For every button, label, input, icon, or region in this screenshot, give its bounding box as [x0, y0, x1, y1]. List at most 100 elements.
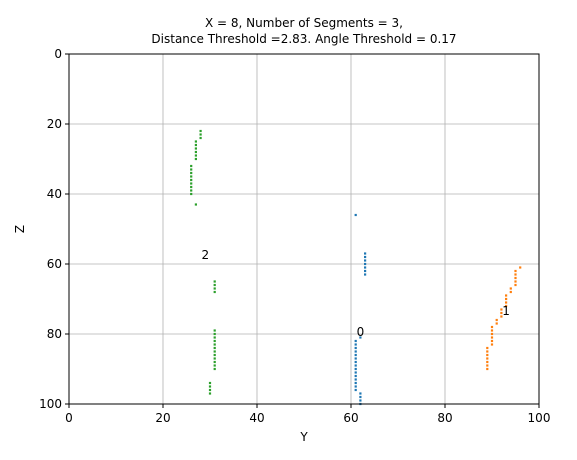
x-tick-label: 80 [437, 411, 452, 425]
scatter-point [505, 304, 508, 308]
scatter-point [490, 343, 494, 346]
scatter-point [213, 357, 216, 360]
scatter-point [509, 287, 512, 290]
x-tick-label: 0 [65, 411, 73, 425]
scatter-point [364, 252, 367, 255]
scatter-point [486, 357, 489, 360]
scatter-point [190, 182, 193, 185]
scatter-point [500, 315, 503, 318]
scatter-point [208, 392, 212, 395]
scatter-point [354, 357, 357, 360]
scatter-point [199, 129, 202, 133]
scatter-point [486, 367, 489, 371]
scatter-point [364, 266, 367, 269]
scatter-point [514, 280, 517, 283]
scatter-point [213, 332, 216, 336]
scatter-point [490, 339, 494, 343]
scatter-point [490, 325, 494, 329]
y-tick-label: 100 [39, 397, 62, 411]
scatter-point [213, 280, 216, 283]
scatter-point [190, 164, 193, 168]
scatter-point [486, 364, 489, 367]
scatter-point [208, 385, 212, 388]
scatter-point [213, 329, 216, 332]
x-tick-label: 100 [528, 411, 551, 425]
scatter-point [514, 273, 517, 276]
scatter-point [194, 140, 197, 143]
scatter-point [194, 203, 197, 206]
chart-title-line-1: X = 8, Number of Segments = 3, [205, 16, 403, 30]
scatter-point [190, 192, 193, 196]
scatter-point [194, 147, 197, 150]
scatter-point [514, 269, 517, 273]
scatter-point [213, 336, 216, 339]
scatter-point [354, 343, 357, 346]
scatter-point [354, 350, 357, 353]
x-tick-label: 60 [343, 411, 358, 425]
x-tick-label: 20 [155, 411, 170, 425]
scatter-point [213, 364, 216, 367]
scatter-point [194, 143, 197, 147]
y-tick-label: 60 [47, 257, 62, 271]
scatter-point [500, 308, 503, 311]
scatter-point [514, 283, 517, 287]
scatter-point [364, 269, 367, 273]
scatter-point [500, 311, 503, 315]
segment-label: 1 [502, 304, 510, 318]
scatter-point [354, 381, 357, 385]
segment-label: 0 [357, 325, 365, 339]
scatter-point [354, 371, 357, 374]
y-axis-label: Z [13, 225, 27, 233]
scatter-point [213, 350, 216, 353]
scatter-point [359, 399, 362, 402]
scatter-point [354, 374, 357, 378]
scatter-point [509, 290, 512, 294]
scatter-point [213, 343, 216, 346]
scatter-point [519, 266, 522, 269]
scatter-point [190, 185, 193, 189]
y-tick-label: 20 [47, 117, 62, 131]
scatter-point [213, 367, 216, 371]
scatter-point [359, 336, 362, 339]
scatter-point [359, 392, 362, 395]
plot-area-frame [68, 53, 540, 405]
scatter-point [213, 360, 216, 364]
scatter-point [495, 322, 498, 325]
scatter-point [364, 273, 367, 276]
x-axis-label: Y [299, 430, 308, 444]
scatter-point [354, 364, 357, 367]
scatter-point [486, 350, 489, 353]
x-tick-label: 40 [249, 411, 264, 425]
scatter-point [495, 318, 498, 322]
scatter-point [194, 157, 197, 161]
scatter-point [199, 136, 202, 140]
scatter-point [354, 346, 357, 350]
scatter-point [490, 336, 494, 339]
scatter-point [490, 332, 494, 336]
scatter-point [354, 378, 357, 381]
scatter-point [213, 339, 216, 343]
scatter-point [364, 259, 367, 262]
scatter-point [208, 388, 212, 392]
scatter-point [194, 150, 197, 154]
scatter-point [190, 168, 193, 171]
scatter-point [354, 388, 357, 392]
data-points [190, 129, 522, 406]
scatter-point [505, 301, 508, 304]
scatter-point [354, 360, 357, 364]
scatter-point [190, 171, 193, 175]
scatter-point [505, 294, 508, 297]
scatter-point [364, 255, 367, 259]
annotations: 0 1 2 [201, 248, 509, 339]
scatter-point [213, 346, 216, 350]
scatter-point [354, 213, 357, 217]
scatter-point [354, 367, 357, 371]
scatter-point [359, 395, 362, 399]
scatter-point [194, 154, 197, 157]
y-tick-label: 0 [54, 47, 62, 61]
scatter-point [486, 353, 489, 357]
